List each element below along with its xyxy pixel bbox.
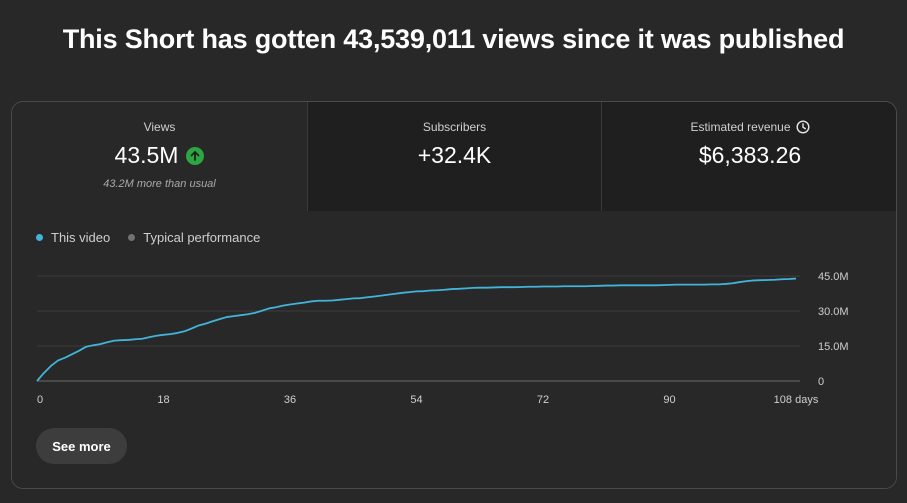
stat-revenue[interactable]: Estimated revenue $6,383.26: [602, 102, 896, 211]
legend-label: This video: [51, 230, 111, 245]
divider: [307, 102, 308, 211]
stat-revenue-label: Estimated revenue: [690, 120, 791, 134]
series-line-this-video: [36, 277, 797, 382]
x-tick-label: 108 days: [774, 394, 819, 406]
x-tick-label: 72: [537, 394, 549, 406]
stat-revenue-value: $6,383.26: [698, 142, 802, 168]
chart-legend: This video Typical performance: [36, 230, 260, 245]
legend-label: Typical performance: [143, 230, 261, 245]
x-tick-label: 54: [410, 394, 422, 406]
x-tick-label: 18: [157, 394, 169, 406]
stat-subscribers-label: Subscribers: [422, 120, 487, 134]
page-title: This Short has gotten 43,539,011 views s…: [62, 24, 845, 54]
stat-views-value: 43.5M: [114, 142, 179, 168]
arrow-up-icon: [186, 146, 205, 165]
x-tick-label: 0: [37, 394, 43, 406]
views-line-chart: 0 15.0M 30.0M 45.0M 0 18 36 54 72 90 108 days: [36, 271, 849, 406]
chart-area: This video Typical performance 0 15.0M 30.…: [12, 211, 896, 488]
see-more-button[interactable]: See more: [36, 428, 127, 464]
stats-row: Views 43.5M 43.2M more than usual Subscr…: [12, 102, 896, 211]
analytics-card: Views 43.5M 43.2M more than usual Subscr…: [11, 101, 897, 489]
legend-item-this-video[interactable]: This video: [36, 230, 110, 245]
y-tick-label: 45.0M: [818, 271, 849, 283]
legend-dot-icon: [36, 234, 43, 241]
stat-subscribers[interactable]: Subscribers +32.4K: [308, 102, 601, 211]
stat-views-label: Views: [143, 120, 176, 134]
x-tick-label: 90: [663, 394, 675, 406]
stat-views[interactable]: Views 43.5M 43.2M more than usual: [12, 102, 307, 211]
y-tick-label: 0: [818, 376, 824, 388]
x-tick-label: 36: [284, 394, 296, 406]
stat-subscribers-value: +32.4K: [417, 142, 492, 168]
stat-views-note: 43.2M more than usual: [103, 178, 216, 190]
clock-icon: [796, 120, 810, 134]
legend-item-typical-performance[interactable]: Typical performance: [128, 230, 260, 245]
divider: [601, 102, 602, 211]
legend-dot-icon: [128, 234, 136, 241]
y-tick-label: 15.0M: [818, 341, 849, 353]
y-tick-label: 30.0M: [818, 306, 849, 318]
